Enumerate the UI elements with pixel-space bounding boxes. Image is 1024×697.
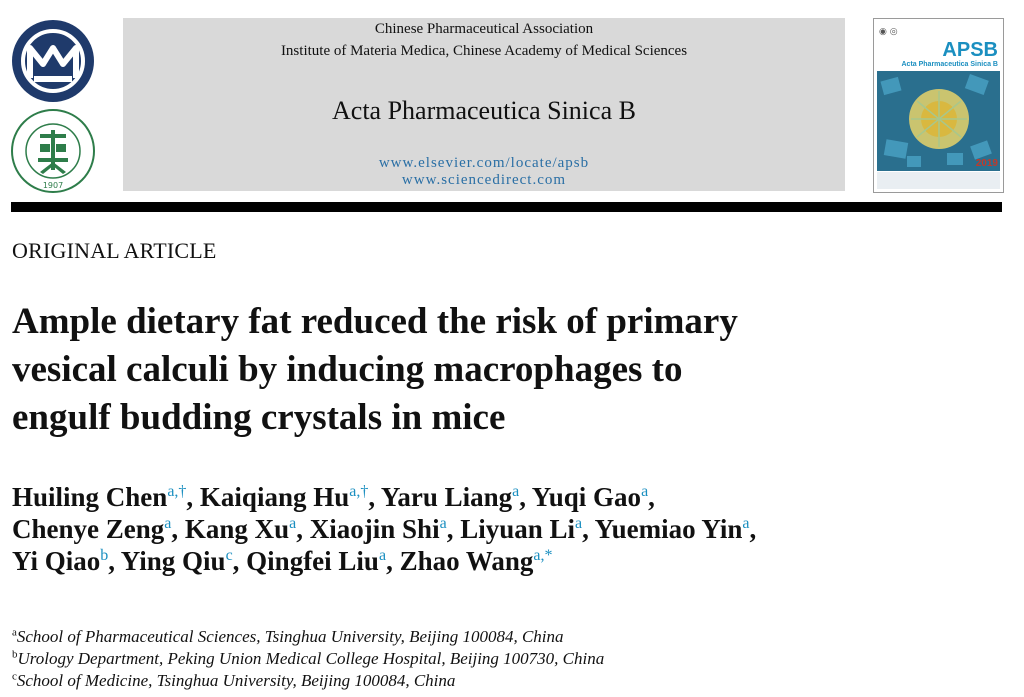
author-name[interactable]: Yuemiao Yin (594, 514, 743, 544)
affiliation-mark: b (12, 648, 18, 661)
author-affil-mark[interactable]: a,† (349, 483, 369, 500)
affiliation: aSchool of Pharmaceutical Sciences, Tsin… (12, 626, 1012, 648)
author-affil-mark[interactable]: c (225, 547, 233, 564)
article-title: Ample dietary fat reduced the risk of pr… (12, 298, 912, 442)
affiliation: cSchool of Medicine, Tsinghua University… (12, 670, 1012, 692)
affiliation-text: School of Pharmaceutical Sciences, Tsing… (16, 627, 564, 646)
author-name[interactable]: Yaru Liang (380, 482, 513, 512)
author-separator: , (648, 482, 655, 512)
author-affil-mark[interactable]: a (439, 515, 447, 532)
cover-brand: APSB (942, 39, 998, 61)
affiliation-text: Urology Department, Peking Union Medical… (17, 649, 605, 668)
author-name[interactable]: Ying Qiu (120, 546, 226, 576)
author-line: Yi Qiaob, Ying Qiuc, Qingfei Liua, Zhao … (12, 545, 1012, 577)
author-affil-mark[interactable]: a (164, 515, 172, 532)
author-name[interactable]: Yi Qiao (12, 546, 101, 576)
author-separator: , (749, 514, 757, 544)
author-separator: , (108, 546, 121, 576)
author-line: Chenye Zenga, Kang Xua, Xiaojin Shia, Li… (12, 513, 1012, 545)
author-separator: , (186, 482, 200, 512)
journal-cover-thumbnail[interactable]: ◉ ◎ APSB Acta Pharmaceutica Sinica B 201… (873, 18, 1004, 193)
author-list: Huiling Chena,†, Kaiqiang Hua,†, Yaru Li… (12, 481, 1012, 577)
author-separator: , (582, 514, 595, 544)
author-affil-mark[interactable]: b (100, 547, 109, 564)
sciencedirect-link[interactable]: www.sciencedirect.com (401, 172, 567, 188)
author-name[interactable]: Kaiqiang Hu (199, 482, 350, 512)
author-name[interactable]: Chenye Zeng (12, 514, 165, 544)
author-affil-mark[interactable]: a (378, 547, 387, 564)
author-separator: , (368, 482, 381, 512)
author-line: Huiling Chena,†, Kaiqiang Hua,†, Yaru Li… (12, 481, 1012, 513)
affiliation-list: aSchool of Pharmaceutical Sciences, Tsin… (12, 626, 1012, 692)
affiliation-text: School of Medicine, Tsinghua University,… (16, 671, 456, 690)
journal-header: 1907 Chinese Pharmaceutical Association … (0, 0, 1024, 215)
association-name: Chinese Pharmaceutical Association (374, 21, 594, 37)
author-name[interactable]: Kang Xu (184, 514, 290, 544)
institute-emblem-icon (12, 20, 94, 102)
author-affil-mark[interactable]: a,* (533, 547, 553, 564)
institute-name: Institute of Materia Medica, Chinese Aca… (280, 43, 688, 59)
elsevier-link[interactable]: www.elsevier.com/locate/apsb (378, 155, 590, 171)
title-line: Ample dietary fat reduced the risk of pr… (12, 301, 738, 342)
author-name[interactable]: Qingfei Liu (246, 546, 379, 576)
title-line: vesical calculi by inducing macrophages … (12, 349, 683, 390)
author-affil-mark[interactable]: a (575, 515, 583, 532)
author-affil-mark[interactable]: a (512, 483, 520, 500)
author-name[interactable]: Huiling Chen (12, 482, 168, 512)
author-name[interactable]: Zhao Wang (399, 546, 534, 576)
author-affil-mark[interactable]: a (742, 515, 750, 532)
author-name[interactable]: Liyuan Li (460, 514, 575, 544)
journal-title: Acta Pharmaceutica Sinica B (332, 96, 636, 125)
affiliation: bUrology Department, Peking Union Medica… (12, 648, 1012, 670)
masthead-box: Chinese Pharmaceutical Association Insti… (123, 18, 845, 191)
author-separator: , (446, 514, 461, 544)
author-name[interactable]: Yuqi Gao (531, 482, 642, 512)
affiliation-mark: c (12, 670, 17, 683)
author-separator: , (296, 514, 310, 544)
cpa-seal-icon: 1907 (11, 109, 95, 193)
author-separator: , (519, 482, 532, 512)
article-type: ORIGINAL ARTICLE (12, 238, 217, 263)
cover-artwork-icon (877, 71, 1000, 171)
cover-mini-logos-icon: ◉ ◎ (879, 27, 898, 37)
cpa-seal-year: 1907 (43, 181, 63, 190)
author-affil-mark[interactable]: a (289, 515, 297, 532)
affiliation-mark: a (12, 626, 17, 639)
author-name[interactable]: Xiaojin Shi (309, 514, 440, 544)
title-line: engulf budding crystals in mice (12, 397, 506, 438)
author-separator: , (171, 514, 185, 544)
cover-year: 2019 (975, 158, 998, 169)
author-affil-mark[interactable]: a (641, 483, 649, 500)
author-affil-mark[interactable]: a,† (167, 483, 187, 500)
header-rule (11, 202, 1002, 212)
author-separator: , (232, 546, 247, 576)
cover-footer (877, 172, 1000, 189)
author-separator: , (386, 546, 400, 576)
cover-subtitle: Acta Pharmaceutica Sinica B (901, 61, 999, 68)
